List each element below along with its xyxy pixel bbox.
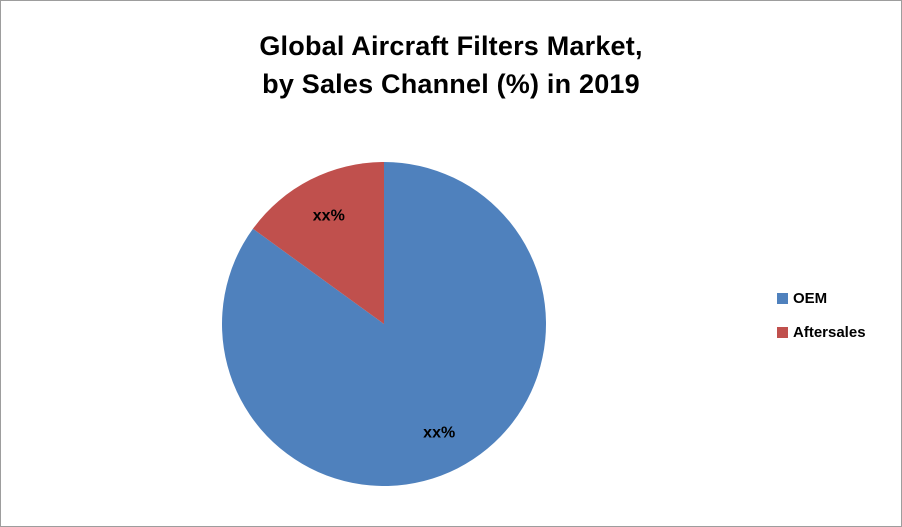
pie-slice-oem [222, 162, 547, 486]
legend-swatch-oem [777, 293, 788, 304]
chart-title-line2: by Sales Channel (%) in 2019 [262, 69, 640, 99]
pie-slice-aftersales [252, 162, 384, 324]
legend-label-oem: OEM [793, 290, 828, 307]
legend-swatch-aftersales [777, 327, 788, 338]
chart-title-line1: Global Aircraft Filters Market, [259, 31, 643, 61]
legend-item-oem: OEM [777, 290, 866, 307]
chart-title: Global Aircraft Filters Market, by Sales… [1, 27, 901, 103]
pie-slice-label: xx% [313, 208, 345, 225]
legend-label-aftersales: Aftersales [793, 324, 866, 341]
pie-chart: xx% xx% [222, 162, 547, 486]
legend-item-aftersales: Aftersales [777, 324, 866, 341]
legend: OEM Aftersales [777, 290, 866, 341]
pie-slice-label: xx% [423, 424, 455, 441]
